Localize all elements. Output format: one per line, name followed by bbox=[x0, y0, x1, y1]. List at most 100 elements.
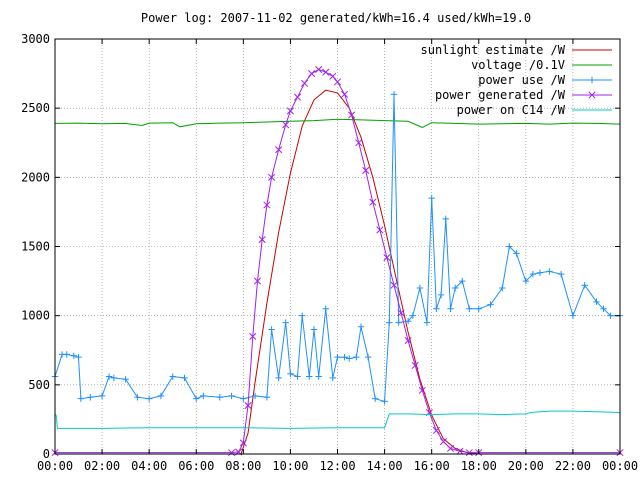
data-point bbox=[390, 281, 398, 289]
data-point bbox=[607, 312, 614, 319]
data-point bbox=[446, 444, 455, 453]
legend-label: power generated /W bbox=[435, 88, 566, 102]
data-point bbox=[251, 392, 259, 400]
y-tick-label: 500 bbox=[28, 378, 50, 392]
grid-lines bbox=[55, 39, 620, 454]
data-point bbox=[423, 319, 431, 326]
series-line bbox=[55, 89, 620, 455]
data-point bbox=[263, 394, 271, 401]
data-point bbox=[249, 332, 257, 340]
data-point bbox=[499, 284, 506, 292]
legend-label: power on C14 /W bbox=[457, 103, 566, 117]
data-point bbox=[193, 395, 200, 402]
data-point bbox=[376, 226, 384, 234]
data-point bbox=[98, 392, 106, 400]
data-point bbox=[268, 326, 275, 333]
y-tick-label: 0 bbox=[43, 447, 50, 461]
data-point bbox=[228, 449, 236, 457]
data-point bbox=[239, 439, 247, 447]
data-point bbox=[334, 353, 341, 361]
data-point bbox=[181, 374, 188, 382]
data-point bbox=[357, 323, 365, 330]
data-point bbox=[341, 353, 348, 361]
data-point bbox=[310, 326, 318, 333]
data-point bbox=[275, 374, 282, 382]
x-tick-label: 08:00 bbox=[225, 459, 261, 473]
x-tick-label: 18:00 bbox=[461, 459, 497, 473]
data-point bbox=[110, 374, 118, 382]
series-line bbox=[55, 68, 620, 454]
data-point bbox=[593, 298, 600, 306]
data-point bbox=[522, 277, 530, 285]
data-point bbox=[404, 318, 412, 325]
y-tick-label: 2500 bbox=[21, 101, 50, 115]
data-point bbox=[581, 282, 588, 289]
data-point bbox=[428, 194, 435, 202]
data-point bbox=[364, 353, 372, 361]
x-tick-label: 06:00 bbox=[178, 459, 214, 473]
data-point bbox=[390, 91, 398, 98]
data-point bbox=[263, 201, 271, 209]
data-point bbox=[258, 236, 266, 244]
data-point bbox=[371, 395, 379, 402]
data-point bbox=[315, 65, 323, 73]
data-point bbox=[459, 277, 466, 285]
data-point bbox=[75, 353, 82, 361]
data-point bbox=[268, 173, 276, 181]
data-point bbox=[529, 270, 537, 278]
data-point bbox=[362, 166, 370, 174]
data-point bbox=[329, 374, 336, 382]
data-point bbox=[411, 361, 419, 370]
data-point bbox=[145, 395, 153, 402]
data-point bbox=[346, 355, 353, 362]
x-tick-label: 14:00 bbox=[367, 459, 403, 473]
x-tick-label: 16:00 bbox=[414, 459, 450, 473]
x-tick-label: 22:00 bbox=[555, 459, 591, 473]
x-tick-label: 20:00 bbox=[508, 459, 544, 473]
data-point bbox=[228, 392, 235, 400]
x-tick-label: 00:00 bbox=[37, 459, 73, 473]
data-point bbox=[465, 449, 473, 457]
legend-label: sunlight estimate /W bbox=[421, 43, 566, 57]
data-point bbox=[487, 301, 494, 308]
x-tick-label: 12:00 bbox=[319, 459, 355, 473]
data-point bbox=[348, 111, 356, 119]
data-point bbox=[287, 370, 294, 377]
data-point bbox=[404, 337, 412, 345]
data-point bbox=[134, 394, 141, 401]
data-point bbox=[600, 305, 607, 312]
data-point bbox=[383, 254, 391, 262]
data-point bbox=[381, 398, 388, 405]
data-point bbox=[456, 447, 464, 455]
data-point bbox=[70, 352, 78, 359]
data-point bbox=[546, 268, 553, 275]
data-point bbox=[439, 437, 447, 446]
data-point bbox=[293, 93, 302, 101]
series-line bbox=[54, 118, 621, 129]
data-point bbox=[329, 72, 337, 80]
x-tick-label: 10:00 bbox=[272, 459, 308, 473]
series-power-c14 bbox=[54, 410, 621, 429]
data-point bbox=[240, 395, 247, 402]
data-point bbox=[294, 373, 301, 380]
y-tick-label: 1000 bbox=[21, 309, 50, 323]
data-point bbox=[386, 319, 393, 326]
data-point bbox=[87, 394, 94, 401]
data-point bbox=[282, 121, 290, 129]
data-point bbox=[418, 386, 426, 394]
data-point bbox=[322, 68, 330, 76]
data-point bbox=[452, 284, 459, 292]
y-tick-label: 1500 bbox=[21, 240, 50, 254]
data-point bbox=[569, 312, 577, 319]
data-point bbox=[369, 198, 377, 206]
data-point bbox=[557, 270, 565, 278]
data-point bbox=[216, 394, 223, 401]
data-point bbox=[244, 402, 252, 410]
data-point bbox=[409, 312, 417, 319]
data-point bbox=[475, 305, 482, 312]
data-point bbox=[397, 309, 405, 317]
x-tick-label: 04:00 bbox=[131, 459, 167, 473]
legend-marker bbox=[588, 91, 596, 99]
